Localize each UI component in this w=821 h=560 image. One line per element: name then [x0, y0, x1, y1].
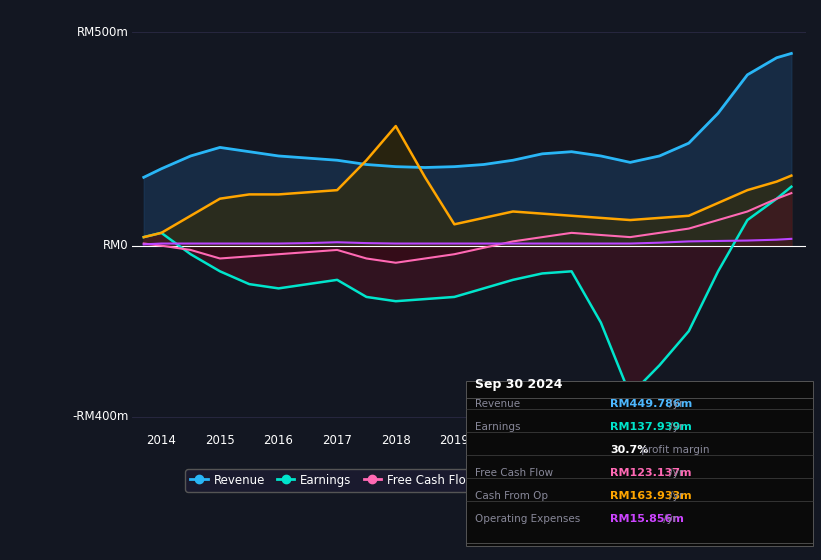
Text: RM137.939m: RM137.939m	[610, 422, 692, 432]
Text: Earnings: Earnings	[475, 422, 520, 432]
Text: Operating Expenses: Operating Expenses	[475, 514, 580, 524]
Text: RM500m: RM500m	[77, 26, 129, 39]
Text: /yr: /yr	[666, 468, 683, 478]
Text: RM123.137m: RM123.137m	[610, 468, 691, 478]
Text: Sep 30 2024: Sep 30 2024	[475, 377, 562, 390]
Text: Cash From Op: Cash From Op	[475, 491, 548, 501]
Text: /yr: /yr	[666, 491, 683, 501]
Text: RM0: RM0	[103, 239, 129, 252]
Text: RM449.786m: RM449.786m	[610, 399, 692, 409]
Legend: Revenue, Earnings, Free Cash Flow, Cash From Op, Operating Expenses: Revenue, Earnings, Free Cash Flow, Cash …	[186, 469, 753, 492]
Text: Free Cash Flow: Free Cash Flow	[475, 468, 553, 478]
Text: /yr: /yr	[666, 399, 683, 409]
Text: profit margin: profit margin	[638, 445, 709, 455]
Text: Revenue: Revenue	[475, 399, 520, 409]
Text: 30.7%: 30.7%	[610, 445, 649, 455]
Text: /yr: /yr	[666, 422, 683, 432]
Text: /yr: /yr	[660, 514, 677, 524]
Text: -RM400m: -RM400m	[72, 410, 129, 423]
Text: RM163.933m: RM163.933m	[610, 491, 691, 501]
Text: RM15.856m: RM15.856m	[610, 514, 684, 524]
